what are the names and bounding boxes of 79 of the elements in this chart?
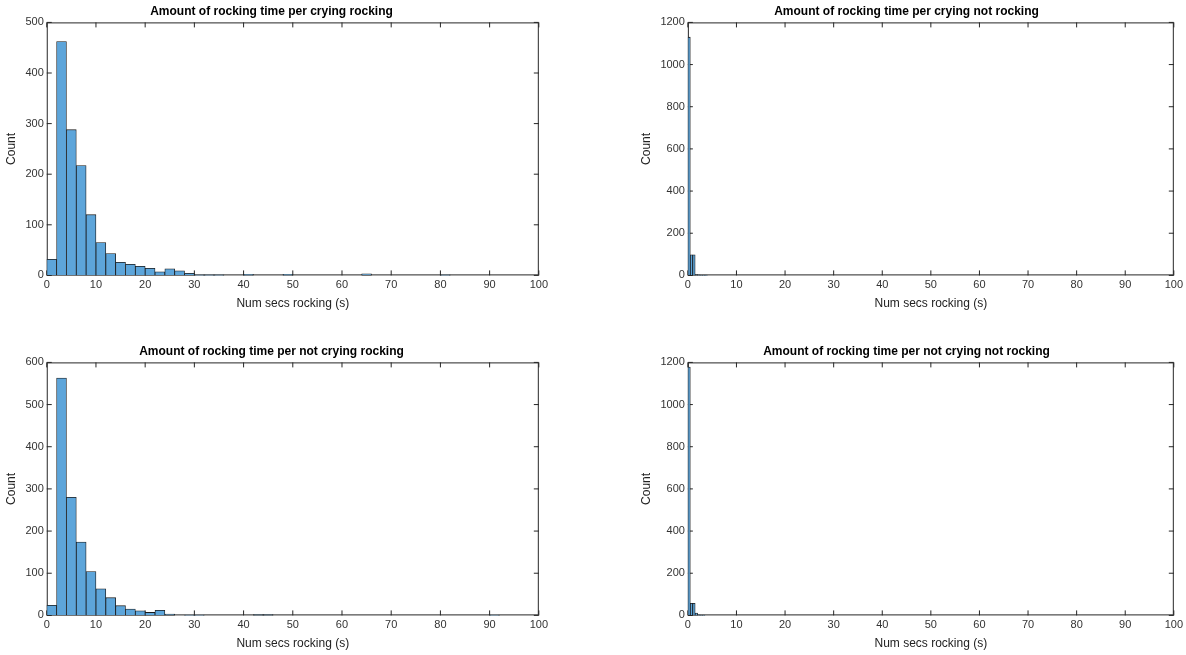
x-tick-label: 10 bbox=[89, 278, 103, 291]
y-tick-label: 0 bbox=[678, 268, 685, 281]
x-axis-title: Num secs rocking (s) bbox=[874, 296, 988, 311]
y-tick-label: 0 bbox=[678, 608, 685, 621]
y-axis-title: Count bbox=[638, 472, 653, 505]
x-tick-label: 80 bbox=[434, 618, 447, 631]
y-tick-label: 400 bbox=[25, 439, 44, 452]
y-tick-label: 200 bbox=[666, 226, 685, 239]
x-tick-label: 80 bbox=[1070, 278, 1083, 291]
x-tick-label: 30 bbox=[188, 618, 201, 631]
x-tick-label: 80 bbox=[434, 278, 447, 291]
x-tick-label: 70 bbox=[385, 618, 398, 631]
y-tick-label: 300 bbox=[25, 116, 44, 129]
x-tick-label: 20 bbox=[139, 618, 152, 631]
y-axis-title: Count bbox=[3, 472, 18, 505]
y-tick-label: 600 bbox=[666, 481, 685, 494]
x-tick-label: 30 bbox=[188, 278, 201, 291]
y-tick-label: 500 bbox=[25, 15, 44, 28]
x-tick-label: 70 bbox=[1021, 618, 1035, 631]
y-tick-label: 0 bbox=[37, 268, 44, 281]
chart-title: Amount of rocking time per crying rocking bbox=[150, 3, 393, 18]
x-tick-label: 60 bbox=[335, 278, 349, 291]
y-tick-label: 0 bbox=[37, 608, 44, 621]
x-tick-label: 10 bbox=[730, 618, 743, 631]
x-tick-label: 100 bbox=[1164, 278, 1183, 291]
y-tick-label: 800 bbox=[666, 439, 685, 452]
y-tick-label: 600 bbox=[25, 355, 44, 368]
x-tick-label: 10 bbox=[730, 278, 743, 291]
x-tick-label: 90 bbox=[1119, 278, 1132, 291]
x-axis-title: Num secs rocking (s) bbox=[874, 636, 988, 651]
y-tick-label: 100 bbox=[25, 566, 44, 579]
x-tick-label: 60 bbox=[973, 618, 986, 631]
y-tick-label: 1200 bbox=[660, 15, 685, 28]
x-tick-label: 50 bbox=[286, 278, 299, 291]
x-tick-label: 90 bbox=[483, 618, 496, 631]
x-tick-label: 60 bbox=[335, 618, 349, 631]
x-tick-label: 30 bbox=[827, 618, 840, 631]
chart-title: Amount of rocking time per not crying rocking bbox=[139, 343, 404, 358]
x-tick-label: 20 bbox=[139, 278, 152, 291]
y-axis-title: Count bbox=[3, 132, 18, 165]
y-tick-label: 200 bbox=[25, 167, 44, 180]
x-tick-label: 100 bbox=[529, 278, 548, 291]
x-tick-label: 50 bbox=[924, 278, 937, 291]
y-tick-label: 1200 bbox=[660, 355, 685, 368]
x-tick-label: 50 bbox=[924, 618, 937, 631]
x-tick-label: 20 bbox=[778, 618, 792, 631]
y-tick-label: 400 bbox=[666, 184, 685, 197]
x-tick-label: 40 bbox=[876, 278, 889, 291]
x-tick-label: 100 bbox=[529, 618, 548, 631]
x-tick-label: 40 bbox=[237, 618, 250, 631]
y-tick-label: 600 bbox=[666, 141, 685, 154]
x-tick-label: 30 bbox=[827, 278, 840, 291]
x-tick-label: 40 bbox=[876, 618, 889, 631]
y-tick-label: 100 bbox=[25, 217, 44, 230]
y-tick-label: 400 bbox=[666, 524, 685, 537]
chart-title: Amount of rocking time per crying not rocking bbox=[774, 3, 1039, 18]
y-tick-label: 200 bbox=[666, 566, 685, 579]
y-tick-label: 800 bbox=[666, 99, 685, 112]
x-tick-label: 70 bbox=[385, 278, 398, 291]
y-tick-label: 400 bbox=[25, 66, 44, 79]
x-axis-title: Num secs rocking (s) bbox=[236, 636, 350, 651]
y-tick-label: 500 bbox=[25, 397, 44, 410]
chart-title: Amount of rocking time per not crying not rocking bbox=[763, 343, 1050, 358]
x-tick-label: 50 bbox=[286, 618, 299, 631]
x-tick-label: 40 bbox=[237, 278, 250, 291]
x-tick-label: 60 bbox=[973, 278, 986, 291]
x-tick-label: 90 bbox=[483, 278, 496, 291]
x-tick-label: 20 bbox=[778, 278, 792, 291]
x-tick-label: 100 bbox=[1164, 618, 1183, 631]
x-tick-label: 80 bbox=[1070, 618, 1083, 631]
y-axis-title: Count bbox=[638, 132, 653, 165]
x-axis-title: Num secs rocking (s) bbox=[236, 296, 350, 311]
y-tick-label: 1000 bbox=[660, 57, 685, 70]
y-tick-label: 300 bbox=[25, 481, 44, 494]
y-tick-label: 200 bbox=[25, 524, 44, 537]
y-tick-label: 1000 bbox=[660, 397, 685, 410]
x-tick-label: 10 bbox=[89, 618, 103, 631]
x-tick-label: 90 bbox=[1119, 618, 1132, 631]
x-tick-label: 70 bbox=[1021, 278, 1035, 291]
